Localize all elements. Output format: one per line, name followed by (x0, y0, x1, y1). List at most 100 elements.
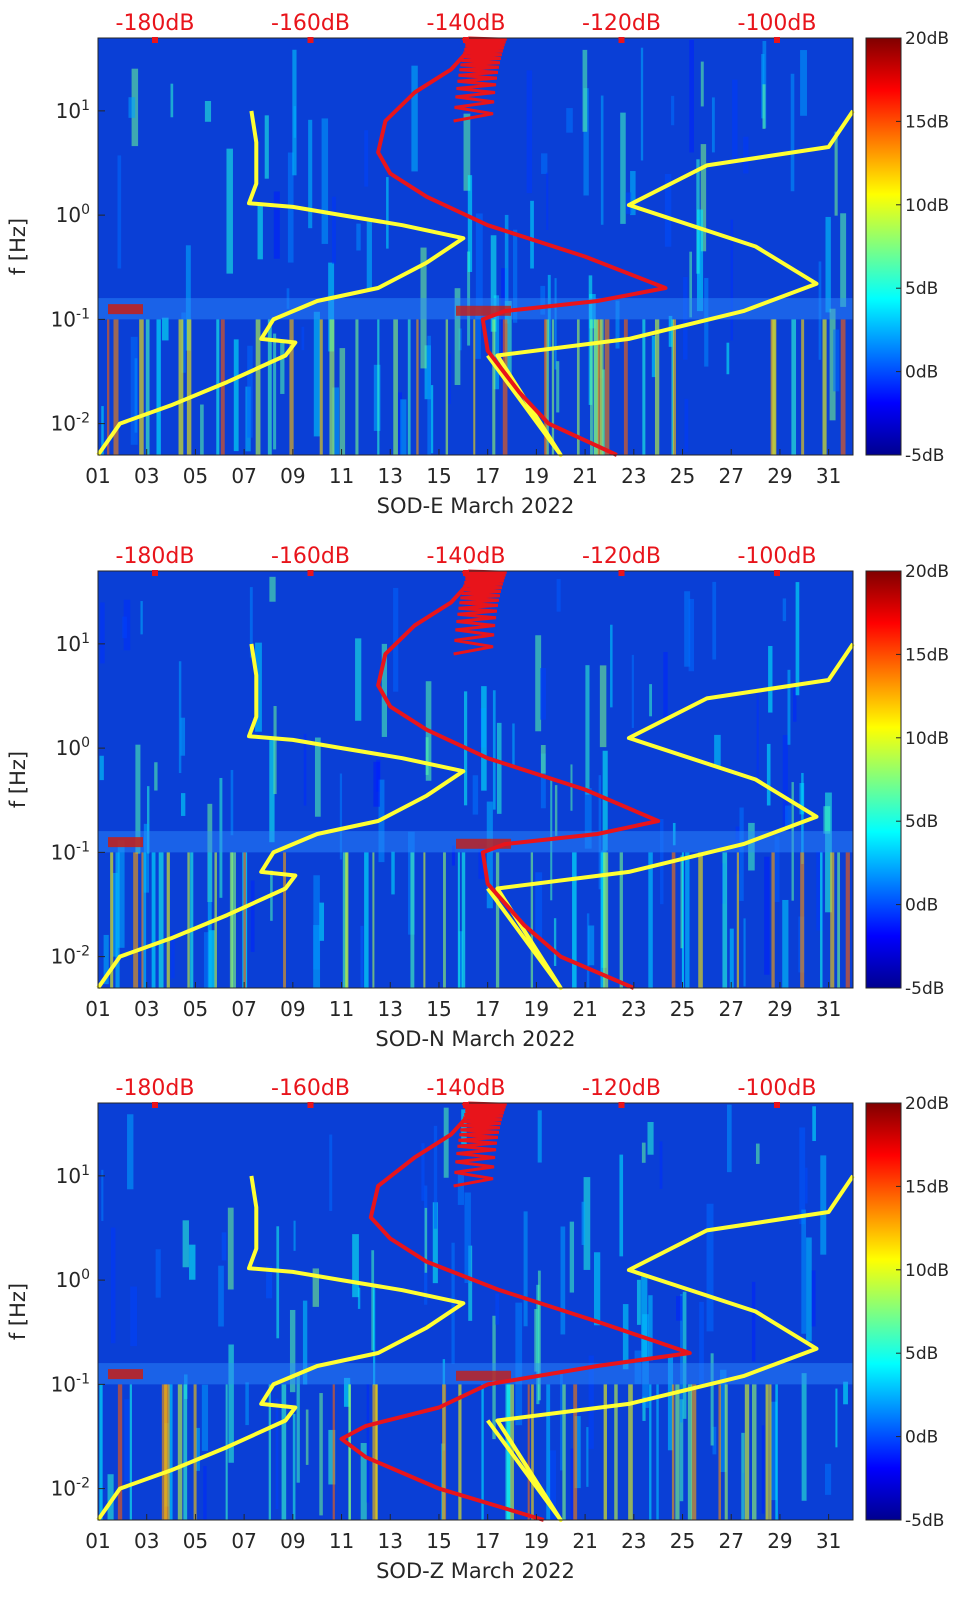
x-tick-label: 07 (231, 464, 256, 488)
x-tick-label: 31 (816, 464, 841, 488)
y-tick-label: 101 (56, 1163, 90, 1188)
series-line-2 (339, 1101, 692, 1522)
colorbar-tick-label: 15dB (905, 645, 949, 665)
x-tick-label: 09 (280, 997, 305, 1021)
colorbar-tick-label: 20dB (905, 1094, 949, 1114)
colorbar-tick-label: 20dB (905, 29, 949, 49)
colorbar-tick-label: 10dB (905, 1261, 949, 1281)
x-tick-label: 13 (378, 997, 403, 1021)
panel-0: 01 03 05 07 09 11 13 15 17 19 21 23 25 27 29 31 SOD-E Ma… (6, 11, 949, 518)
db-tick (774, 1102, 780, 1108)
x-tick-label: 17 (475, 1529, 500, 1553)
colorbar (865, 37, 902, 456)
db-axis-label: -160dB (271, 11, 350, 36)
storm-patch (108, 1369, 143, 1380)
db-axis-label: -120dB (582, 1076, 661, 1101)
colorbar-tick-label: 5dB (905, 1344, 938, 1364)
db-tick (152, 37, 158, 43)
x-tick-label: 25 (670, 997, 695, 1021)
colorbar (865, 570, 902, 989)
heatmap-texture (101, 40, 847, 455)
x-tick-label: 03 (134, 464, 159, 488)
x-tick-label: 11 (329, 1529, 354, 1553)
series-line-2 (376, 36, 668, 457)
colorbar-tick-label: -5dB (905, 979, 944, 999)
x-tick-label: 07 (231, 1529, 256, 1553)
db-tick (618, 570, 625, 576)
db-axis-label: -180dB (116, 544, 195, 569)
y-tick-label: 10-1 (51, 839, 90, 864)
y-axis-title: f [Hz] (6, 1283, 30, 1340)
panel-2: 01 03 05 07 09 11 13 15 17 19 21 23 25 27 29 31 SOD-Z Ma… (6, 1076, 949, 1583)
plot-frame (97, 37, 854, 456)
y-tick-label: 10-1 (51, 306, 90, 331)
x-tick-label: 17 (475, 997, 500, 1021)
db-axis-label: -180dB (116, 11, 195, 36)
y-tick-label: 101 (56, 631, 90, 656)
y-tick-label: 100 (56, 1267, 90, 1292)
db-axis-label: -140dB (427, 544, 506, 569)
x-tick-label: 23 (621, 997, 646, 1021)
storm-patch (456, 1370, 512, 1381)
db-tick (307, 1102, 314, 1108)
y-tick-label: 101 (56, 98, 90, 123)
x-tick-label: 03 (134, 997, 159, 1021)
db-tick (618, 37, 625, 43)
series-line-0 (96, 110, 466, 457)
db-axis-label: -180dB (116, 1076, 195, 1101)
db-axis-label: -120dB (582, 544, 661, 569)
db-axis-label: -140dB (427, 11, 506, 36)
x-tick-label: 01 (85, 1529, 110, 1553)
series-line-1 (486, 1174, 855, 1522)
colorbar-tick-label: 0dB (905, 896, 938, 916)
colorbar-tick-label: 5dB (905, 812, 938, 832)
db-axis-label: -120dB (582, 11, 661, 36)
db-axis-label: -160dB (271, 544, 350, 569)
noise-model-jagged (453, 569, 507, 656)
x-tick-label: 15 (426, 997, 451, 1021)
db-tick (774, 37, 780, 43)
db-tick (152, 570, 158, 576)
db-tick (463, 570, 469, 576)
x-tick-label: 01 (85, 997, 110, 1021)
x-tick-label: 29 (767, 464, 792, 488)
plot-frame (97, 1102, 854, 1521)
colorbar-tick-label: 15dB (905, 1177, 949, 1197)
x-tick-label: 23 (621, 1529, 646, 1553)
x-tick-label: 05 (183, 1529, 208, 1553)
y-tick-label: 100 (56, 735, 90, 760)
storm-patch (456, 305, 512, 316)
colorbar-tick-label: 10dB (905, 196, 949, 216)
x-tick-label: 27 (718, 997, 743, 1021)
y-tick-label: 10-2 (51, 411, 90, 436)
colorbar-tick-label: 10dB (905, 729, 949, 749)
noise-model-jagged (453, 36, 507, 123)
colorbar-tick-label: 0dB (905, 1428, 938, 1448)
x-tick-label: 27 (718, 464, 743, 488)
db-axis-label: -140dB (427, 1076, 506, 1101)
x-tick-label: 27 (718, 1529, 743, 1553)
y-axis-title: f [Hz] (6, 751, 30, 808)
x-tick-label: 11 (329, 997, 354, 1021)
x-tick-label: 11 (329, 464, 354, 488)
db-axis-label: -160dB (271, 1076, 350, 1101)
series-line-0 (96, 643, 466, 990)
db-tick (463, 1102, 469, 1108)
x-tick-label: 31 (816, 1529, 841, 1553)
x-tick-label: 21 (572, 464, 597, 488)
panel-1: 01 03 05 07 09 11 13 15 17 19 21 23 25 27 29 31 SOD-N Ma… (6, 544, 949, 1051)
heatmap-texture (99, 576, 850, 988)
x-tick-label: 19 (524, 997, 549, 1021)
db-tick (618, 1102, 625, 1108)
y-tick-label: 10-1 (51, 1371, 90, 1396)
series-line-0 (96, 1175, 466, 1522)
x-tick-label: 09 (280, 464, 305, 488)
x-tick-label: 17 (475, 464, 500, 488)
x-tick-label: 25 (670, 464, 695, 488)
x-tick-label: 13 (378, 464, 403, 488)
db-tick (774, 570, 780, 576)
storm-patch (456, 838, 512, 849)
noise-model-jagged (453, 1101, 507, 1188)
x-axis-title: SOD-E March 2022 (377, 494, 575, 518)
colorbar-tick-label: -5dB (905, 1511, 944, 1531)
